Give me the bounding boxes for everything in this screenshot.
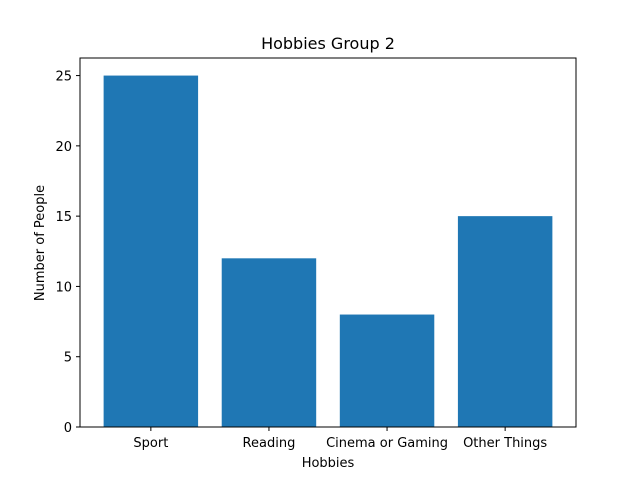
y-tick-label: 5: [64, 351, 72, 366]
bar-sport: [103, 75, 199, 428]
y-tick-label: 25: [55, 70, 72, 85]
bar-cinema-or-gaming: [339, 314, 435, 427]
bars-group: [103, 75, 553, 428]
y-axis-ticks: 0 5 10 15 20 25: [55, 70, 80, 436]
y-axis-label: Number of People: [33, 185, 48, 301]
x-tick-label: Other Things: [463, 436, 547, 451]
plot-frame: [79, 57, 577, 428]
y-tick-label: 20: [55, 140, 72, 155]
x-tick-label: Cinema or Gaming: [326, 436, 448, 451]
x-tick-label: Sport: [133, 436, 168, 451]
y-tick-label: 10: [55, 280, 72, 295]
x-axis-label: Hobbies: [302, 456, 355, 471]
bar-other-things: [457, 216, 553, 427]
bar-reading: [221, 258, 317, 427]
y-tick-label: 15: [55, 210, 72, 225]
x-axis-ticks: Sport Reading Cinema or Gaming Other Things: [133, 427, 547, 451]
y-tick-label: 0: [64, 421, 72, 436]
x-tick-label: Reading: [243, 436, 296, 451]
chart-title: Hobbies Group 2: [261, 34, 395, 53]
